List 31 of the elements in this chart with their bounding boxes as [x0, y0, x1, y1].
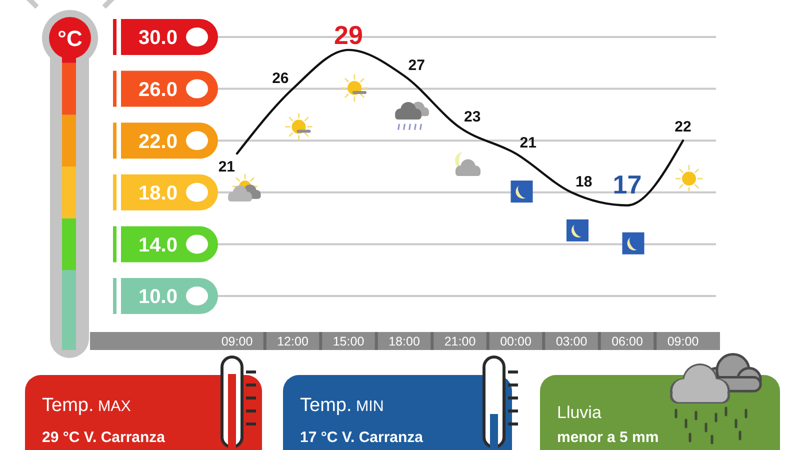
x-tick-label: 18:00 [388, 334, 420, 348]
text: 29 °C V. Carranza [42, 429, 166, 446]
data-label: 21 [218, 158, 235, 176]
x-tick-label: 21:00 [444, 334, 476, 348]
y-tick-label: 14.0 [138, 234, 178, 256]
y-tick-label: 18.0 [138, 182, 178, 205]
y-tick-label: 10.0 [138, 286, 178, 308]
text: Temp. MIN [300, 395, 384, 416]
text: 17 °C V. Carranza [300, 429, 424, 446]
x-tick-label: 12:00 [277, 334, 308, 348]
data-label: 22 [674, 118, 692, 136]
y-axis-title: °C [58, 26, 82, 51]
x-tick-label: 06:00 [612, 334, 643, 348]
x-tick-label: 03:00 [556, 334, 588, 348]
text: menor a 5 mm [557, 429, 659, 446]
x-tick-label: 00:00 [500, 334, 532, 348]
x-tick-label: 15:00 [332, 334, 364, 348]
data-label: 27 [408, 56, 425, 74]
y-tick-label: 22.0 [138, 130, 178, 153]
data-label: 29 [334, 20, 363, 50]
text: Lluvia [557, 403, 602, 422]
data-label: 21 [520, 134, 536, 152]
data-label: 26 [272, 70, 289, 87]
data-label: 23 [464, 108, 481, 126]
x-tick-label: 09:00 [667, 334, 699, 348]
y-tick-label: 26.0 [138, 79, 178, 101]
x-tick-label: 09:00 [221, 334, 253, 348]
data-label: 18 [576, 173, 592, 190]
y-tick-label: 30.0 [138, 27, 178, 50]
text: Temp. MAX [42, 395, 131, 416]
data-label: 17 [612, 169, 642, 200]
